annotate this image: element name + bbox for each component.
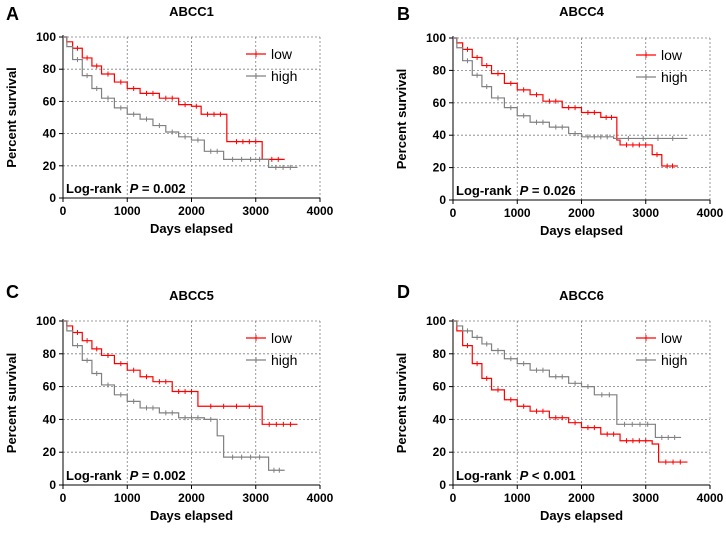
y-tick-label: 20 bbox=[43, 159, 57, 173]
y-axis-title: Percent survival bbox=[394, 69, 409, 169]
survival-curve-low bbox=[63, 320, 298, 425]
survival-curve-low bbox=[453, 37, 678, 167]
x-tick-label: 2000 bbox=[178, 491, 205, 505]
y-axis-title: Percent survival bbox=[394, 353, 409, 453]
y-tick-label: 60 bbox=[433, 380, 447, 394]
y-tick-label: 20 bbox=[43, 445, 57, 459]
x-tick-label: 4000 bbox=[307, 491, 334, 505]
panel-letter: C bbox=[6, 282, 19, 302]
x-tick-label: 4000 bbox=[697, 206, 724, 220]
y-tick-label: 100 bbox=[426, 31, 446, 45]
survival-curve-high bbox=[63, 36, 298, 169]
log-rank-label: Log-rank bbox=[66, 181, 122, 196]
log-rank-annotation: Log-rank P = 0.026 bbox=[456, 183, 576, 198]
y-tick-label: 80 bbox=[433, 63, 447, 77]
y-tick-label: 40 bbox=[433, 412, 447, 426]
y-tick-label: 0 bbox=[49, 478, 56, 492]
x-axis-title: Days elapsed bbox=[150, 508, 233, 523]
x-tick-label: 1000 bbox=[504, 206, 531, 220]
y-tick-label: 60 bbox=[43, 94, 57, 108]
legend-label-low: low bbox=[661, 47, 683, 63]
legend-label-high: high bbox=[661, 352, 687, 368]
p-value: < 0.001 bbox=[528, 468, 575, 483]
panel-letter: D bbox=[397, 282, 410, 302]
survival-curve-low bbox=[453, 320, 688, 463]
x-tick-label: 4000 bbox=[697, 491, 724, 505]
chart-title: ABCC1 bbox=[169, 4, 214, 19]
legend-label-low: low bbox=[271, 46, 293, 62]
panel-letter: B bbox=[397, 4, 410, 24]
x-tick-label: 1000 bbox=[114, 204, 141, 218]
p-value: = 0.026 bbox=[528, 183, 575, 198]
log-rank-annotation: Log-rank P = 0.002 bbox=[66, 468, 186, 483]
y-tick-label: 40 bbox=[433, 128, 447, 142]
chart-title: ABCC5 bbox=[169, 288, 214, 303]
x-tick-label: 2000 bbox=[568, 491, 595, 505]
legend-label-high: high bbox=[661, 69, 687, 85]
x-tick-label: 0 bbox=[60, 491, 67, 505]
p-symbol: P bbox=[520, 183, 529, 198]
y-tick-label: 100 bbox=[36, 30, 56, 44]
log-rank-label: Log-rank bbox=[66, 468, 122, 483]
legend-label-low: low bbox=[661, 330, 683, 346]
x-tick-label: 3000 bbox=[632, 206, 659, 220]
legend-label-low: low bbox=[271, 330, 293, 346]
p-symbol: P bbox=[520, 468, 529, 483]
x-axis-title: Days elapsed bbox=[540, 223, 623, 238]
panel-letter: A bbox=[6, 4, 19, 24]
y-tick-label: 20 bbox=[433, 161, 447, 175]
y-axis-title: Percent survival bbox=[4, 353, 19, 453]
legend-label-high: high bbox=[271, 352, 297, 368]
log-rank-annotation: Log-rank P = 0.002 bbox=[66, 181, 186, 196]
y-tick-label: 20 bbox=[433, 445, 447, 459]
x-tick-label: 3000 bbox=[242, 204, 269, 218]
p-symbol: P bbox=[130, 181, 139, 196]
p-value: = 0.002 bbox=[138, 468, 185, 483]
x-tick-label: 3000 bbox=[632, 491, 659, 505]
x-tick-label: 0 bbox=[60, 204, 67, 218]
x-tick-label: 3000 bbox=[242, 491, 269, 505]
y-tick-label: 0 bbox=[439, 193, 446, 207]
x-tick-label: 1000 bbox=[114, 491, 141, 505]
legend-label-high: high bbox=[271, 68, 297, 84]
y-tick-label: 80 bbox=[433, 347, 447, 361]
p-value: = 0.002 bbox=[138, 181, 185, 196]
y-tick-label: 0 bbox=[439, 478, 446, 492]
log-rank-label: Log-rank bbox=[456, 183, 512, 198]
x-tick-label: 4000 bbox=[307, 204, 334, 218]
x-tick-label: 2000 bbox=[178, 204, 205, 218]
y-tick-label: 100 bbox=[426, 314, 446, 328]
y-tick-label: 60 bbox=[43, 380, 57, 394]
x-axis-title: Days elapsed bbox=[540, 508, 623, 523]
log-rank-annotation: Log-rank P < 0.001 bbox=[456, 468, 576, 483]
y-tick-label: 80 bbox=[43, 347, 57, 361]
y-tick-label: 40 bbox=[43, 412, 57, 426]
survival-curve-high bbox=[63, 320, 285, 471]
y-axis-title: Percent survival bbox=[4, 67, 19, 167]
y-tick-label: 60 bbox=[433, 96, 447, 110]
chart-title: ABCC4 bbox=[559, 4, 605, 19]
y-tick-label: 80 bbox=[43, 62, 57, 76]
x-tick-label: 2000 bbox=[568, 206, 595, 220]
y-tick-label: 40 bbox=[43, 127, 57, 141]
log-rank-label: Log-rank bbox=[456, 468, 512, 483]
p-symbol: P bbox=[130, 468, 139, 483]
x-tick-label: 0 bbox=[450, 491, 457, 505]
x-tick-label: 0 bbox=[450, 206, 457, 220]
y-tick-label: 100 bbox=[36, 314, 56, 328]
survival-curve-low bbox=[63, 36, 285, 160]
survival-curve-high bbox=[453, 37, 688, 140]
y-tick-label: 0 bbox=[49, 191, 56, 205]
x-axis-title: Days elapsed bbox=[150, 221, 233, 236]
chart-title: ABCC6 bbox=[559, 288, 604, 303]
x-tick-label: 1000 bbox=[504, 491, 531, 505]
